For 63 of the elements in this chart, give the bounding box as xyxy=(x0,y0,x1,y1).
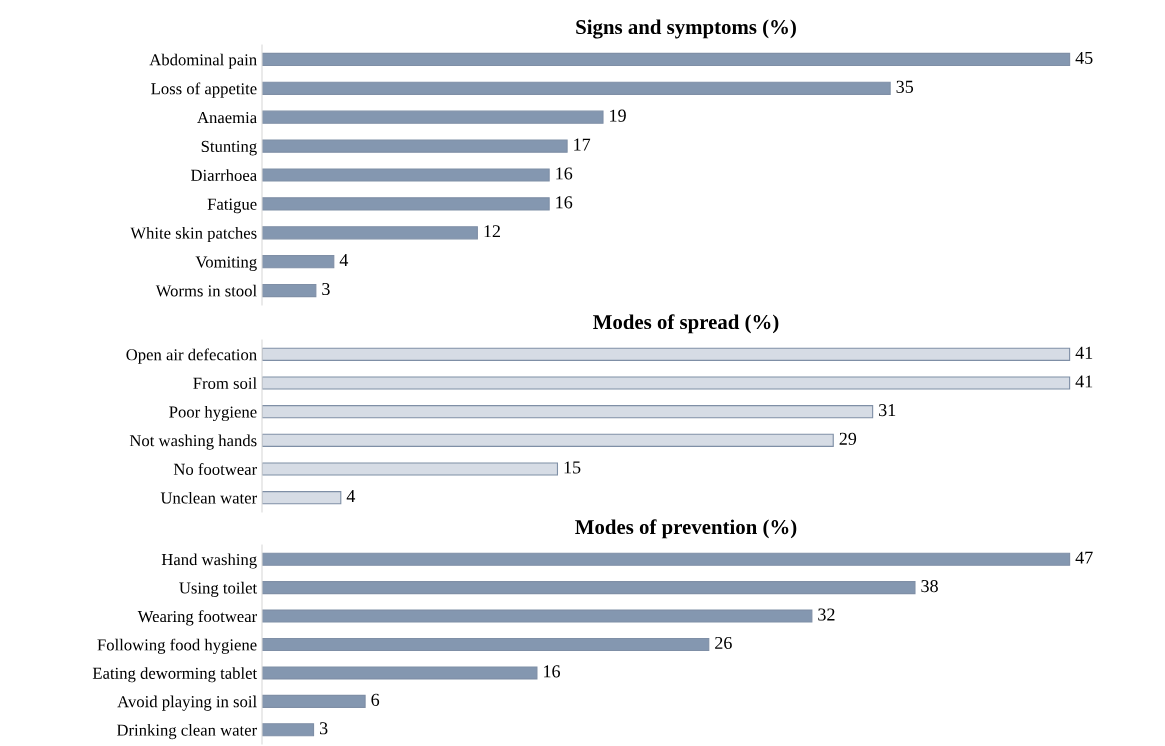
data-label: 4 xyxy=(346,490,356,503)
bar xyxy=(262,581,916,595)
bar xyxy=(262,283,317,298)
data-label: 15 xyxy=(564,461,581,474)
data-label: 12 xyxy=(484,225,500,238)
y-tick-label: Loss of appetite xyxy=(151,82,257,98)
y-tick-label: Diarrhoea xyxy=(190,169,257,181)
y-tick-label: Fatigue xyxy=(207,198,257,214)
y-tick-label: From soil xyxy=(193,377,257,389)
data-label: 6 xyxy=(371,693,380,706)
y-tick-label: White skin patches xyxy=(130,227,257,243)
y-tick-label: No footwear xyxy=(173,463,257,475)
data-label: 47 xyxy=(1075,551,1093,564)
data-label: 38 xyxy=(921,579,938,593)
y-tick-label: Hand washing xyxy=(161,553,257,569)
data-label: 16 xyxy=(556,196,573,209)
bar xyxy=(262,723,315,737)
data-label: 35 xyxy=(896,80,914,93)
bar xyxy=(262,666,538,680)
y-tick-label: Following food hygiene xyxy=(97,638,257,654)
bar xyxy=(262,226,478,240)
y-tick-label: Wearing footwear xyxy=(137,610,257,626)
chart-title: Modes of prevention (%) xyxy=(575,519,797,539)
y-tick-label: Not washing hands xyxy=(129,434,257,450)
data-label: 31 xyxy=(879,404,896,417)
data-label: 29 xyxy=(839,432,857,445)
data-label: 17 xyxy=(574,138,591,151)
y-tick-label: Drinking clean water xyxy=(116,724,257,740)
bar xyxy=(262,52,1071,67)
y-tick-label: Vomiting xyxy=(195,256,257,272)
data-label: 32 xyxy=(818,608,835,621)
y-tick-label: Unclean water xyxy=(160,491,257,504)
bar xyxy=(262,255,335,269)
y-tick-label: Open air defecation xyxy=(126,348,257,364)
bar xyxy=(262,694,366,708)
y-tick-label: Poor hygiene xyxy=(169,405,257,422)
y-tick-label: Worms in stool xyxy=(155,284,257,297)
y-tick-label: Eating deworming tablet xyxy=(92,667,258,683)
bar xyxy=(262,609,813,623)
data-label: 16 xyxy=(556,167,573,180)
data-label: 26 xyxy=(715,636,732,650)
y-tick-label: Stunting xyxy=(201,140,257,156)
data-label: 3 xyxy=(319,722,328,735)
data-label: 45 xyxy=(1075,51,1093,64)
y-tick-label: Anaemia xyxy=(197,111,257,124)
data-label: 16 xyxy=(544,665,561,678)
y-tick-label: Using toilet xyxy=(179,581,258,598)
bar xyxy=(262,168,550,182)
bar xyxy=(262,110,604,124)
data-label: 41 xyxy=(1075,346,1093,359)
y-tick-label: Abdominal pain xyxy=(149,53,257,69)
y-tick-label: Avoid playing in soil xyxy=(117,695,257,711)
data-label: 3 xyxy=(322,282,330,296)
data-label: 19 xyxy=(610,109,626,122)
bar xyxy=(262,552,1071,566)
bar xyxy=(262,139,568,153)
bar xyxy=(262,637,710,652)
data-label: 4 xyxy=(339,254,349,267)
chart-title: Signs and symptoms (%) xyxy=(576,19,796,39)
chart-title: Modes of spread (%) xyxy=(593,314,779,334)
data-label: 41 xyxy=(1075,375,1093,388)
bar xyxy=(262,81,891,95)
bar xyxy=(262,197,550,211)
